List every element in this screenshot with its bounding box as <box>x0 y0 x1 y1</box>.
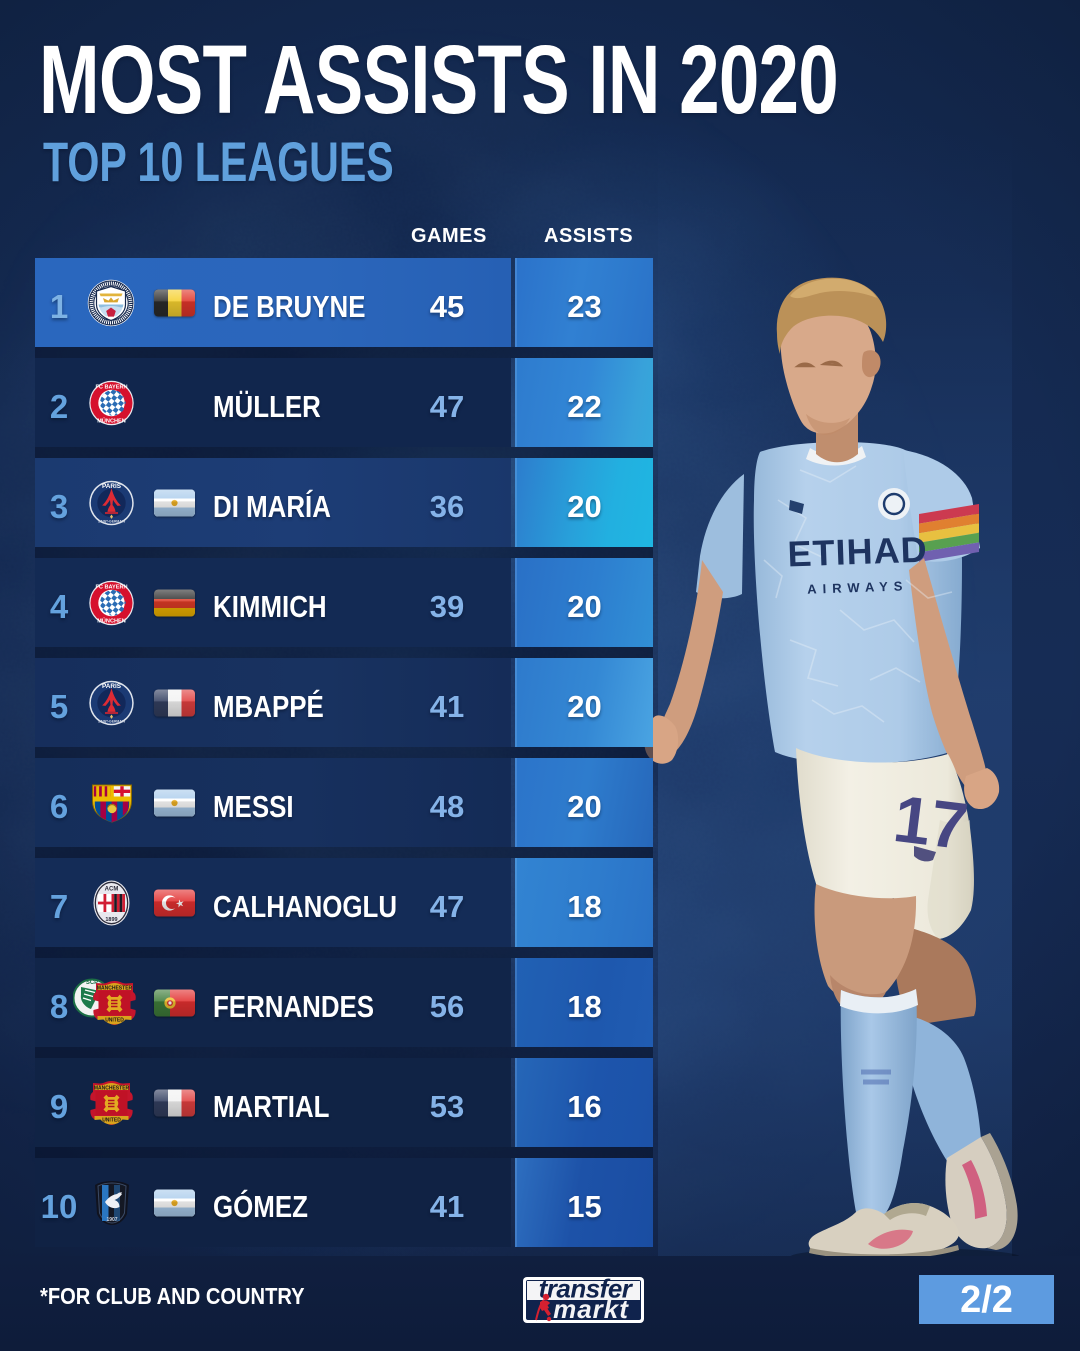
svg-text:1907: 1907 <box>106 1217 117 1223</box>
svg-text:MANCHESTER: MANCHESTER <box>94 1085 130 1091</box>
svg-text:AIRWAYS: AIRWAYS <box>807 578 909 597</box>
svg-text:PARIS: PARIS <box>102 683 122 690</box>
svg-text:FC BAYERN: FC BAYERN <box>95 584 127 590</box>
svg-text:transfer: transfer <box>539 1276 634 1304</box>
svg-text:SAINT-GERMAIN: SAINT-GERMAIN <box>98 719 126 723</box>
svg-text:SAINT-GERMAIN: SAINT-GERMAIN <box>98 519 126 523</box>
svg-text:UNITED: UNITED <box>102 1117 121 1123</box>
svg-text:ETIHAD: ETIHAD <box>787 529 928 575</box>
svg-text:markt: markt <box>553 1294 629 1324</box>
svg-text:PARIS: PARIS <box>102 483 122 490</box>
svg-text:17: 17 <box>890 781 972 863</box>
svg-text:ACM: ACM <box>105 886 119 892</box>
svg-text:MANCHESTER: MANCHESTER <box>97 985 133 991</box>
svg-text:MÜNCHEN: MÜNCHEN <box>97 417 126 424</box>
svg-text:MÜNCHEN: MÜNCHEN <box>97 617 126 624</box>
svg-text:FC BAYERN: FC BAYERN <box>95 384 127 390</box>
svg-text:UNITED: UNITED <box>105 1017 124 1023</box>
svg-text:1899: 1899 <box>105 917 117 923</box>
svg-text:SCP: SCP <box>86 980 98 986</box>
